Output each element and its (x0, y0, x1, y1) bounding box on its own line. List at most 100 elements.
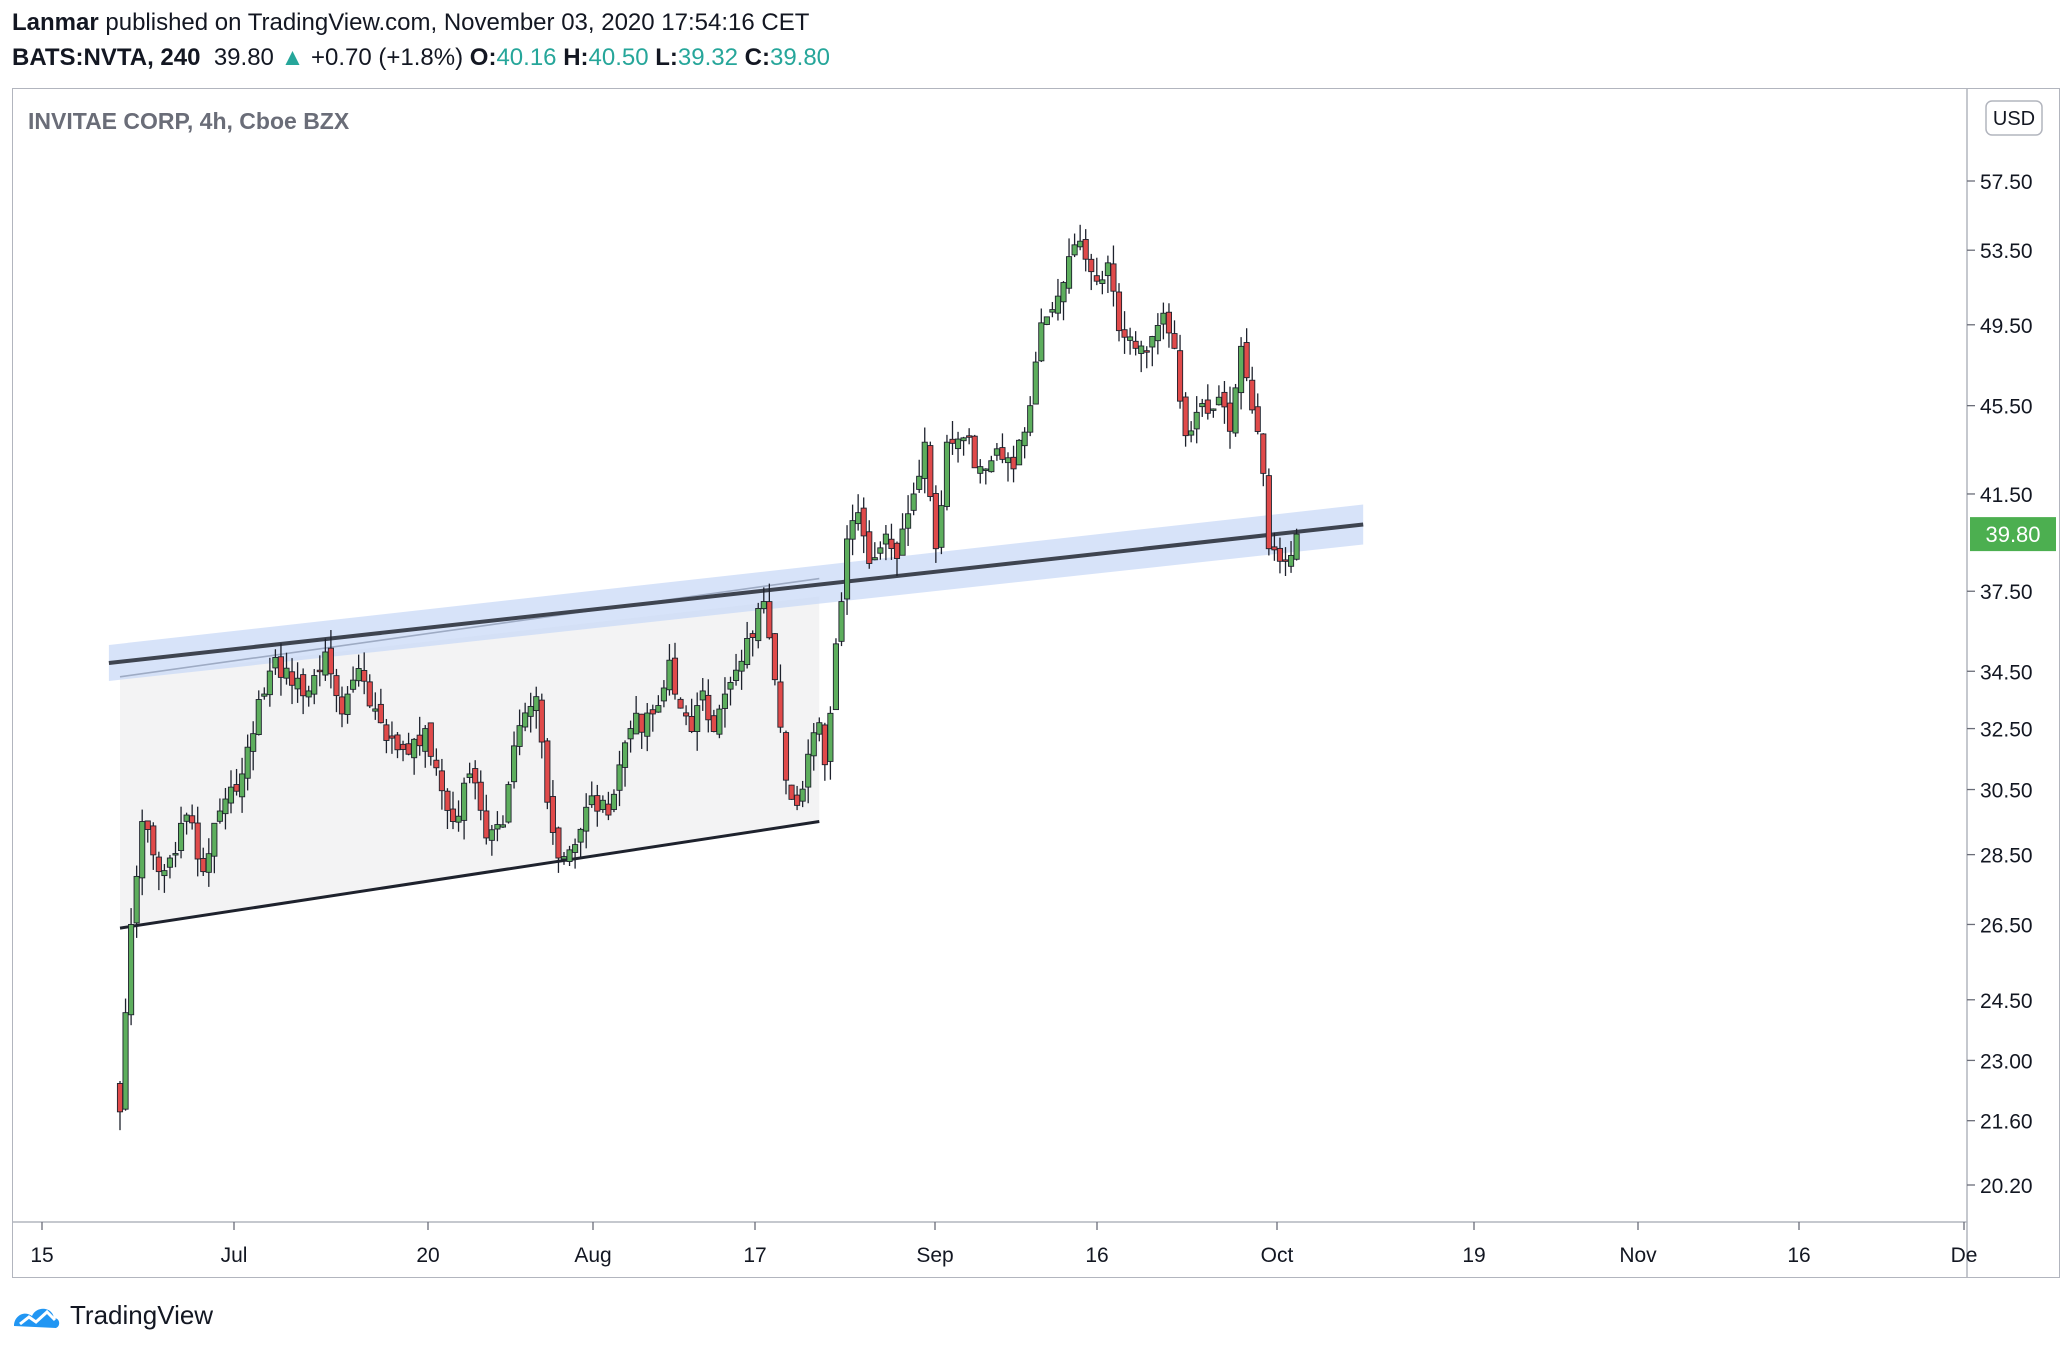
candle-body (855, 512, 862, 525)
candle-body (583, 806, 590, 832)
candle-body (266, 670, 273, 696)
chart-title: INVITAE CORP, 4h, Cboe BZX (28, 108, 350, 134)
candle (1226, 386, 1234, 449)
candle-body (361, 670, 368, 682)
candle (483, 794, 490, 845)
candle (977, 459, 984, 484)
candle-body (1032, 361, 1039, 405)
price-tick-label: 41.50 (1980, 484, 2033, 507)
price-tick-label: 45.50 (1980, 396, 2033, 419)
price-tick-label: 57.50 (1980, 171, 2033, 194)
candle (250, 721, 257, 771)
candle-body (122, 1012, 129, 1110)
candle-body (139, 821, 146, 879)
candle (566, 845, 573, 866)
candle (610, 789, 617, 813)
candle-body (511, 745, 518, 783)
price-chart[interactable]: INVITAE CORP, 4h, Cboe BZX 57.50 53.50 49.… (0, 0, 2072, 1300)
candle-body (1110, 263, 1117, 292)
candle-body (633, 712, 640, 735)
candle (427, 722, 434, 766)
candle (805, 739, 812, 804)
candle (1171, 320, 1178, 350)
time-tick-label: 16 (1085, 1244, 1108, 1267)
candle-body (627, 728, 634, 740)
candle (1127, 327, 1134, 355)
candle-body (338, 696, 346, 715)
candle-body (605, 803, 612, 816)
candle-body (893, 542, 901, 559)
time-tick-label: 16 (1787, 1244, 1810, 1267)
candle (744, 621, 751, 669)
candle (855, 494, 862, 531)
candle (1199, 398, 1206, 417)
tradingview-logo[interactable]: TradingView (12, 1300, 213, 1331)
candle-body (1260, 433, 1267, 474)
candle-body (438, 770, 445, 792)
candle-body (1038, 322, 1045, 362)
candle-body (505, 784, 512, 823)
candle (1121, 311, 1128, 354)
candle (216, 798, 223, 824)
candle-body (1232, 387, 1239, 434)
chart-frame[interactable] (12, 88, 2060, 1278)
candle-body (239, 773, 246, 798)
candle (244, 734, 251, 791)
last-price: 39.80 (213, 44, 274, 71)
candle-body (372, 708, 379, 712)
candle-body (400, 743, 407, 750)
candle (1143, 346, 1150, 369)
candle-body (461, 782, 468, 821)
symbol-ohlc-line: BATS:NVTA, 240 39.80 ▲ +0.70 (+1.8%) O:4… (12, 44, 830, 72)
time-tick-label: Jul (221, 1244, 248, 1267)
candle (1188, 421, 1195, 443)
candle (622, 740, 629, 787)
candle-body (905, 513, 912, 529)
candle-body (444, 790, 451, 811)
candle (738, 649, 745, 690)
price-tick-label: 24.50 (1980, 990, 2033, 1013)
candle (161, 864, 168, 893)
candle (1099, 270, 1106, 295)
candle-body (294, 677, 301, 690)
candle (1276, 537, 1283, 574)
candle (655, 695, 662, 713)
candle-body (599, 799, 606, 810)
candle (827, 706, 834, 780)
candle-body (827, 712, 834, 762)
price-tick-label: 26.50 (1980, 914, 2033, 937)
candle (999, 433, 1006, 464)
candle-body (1065, 256, 1073, 289)
candle (1215, 385, 1222, 406)
candle (721, 677, 728, 728)
candle-body (594, 795, 601, 812)
candle-body (161, 870, 168, 877)
candle (1060, 281, 1067, 321)
time-axis[interactable]: 15 Jul 20 Aug 17 Sep 16 Oct 19 Nov 16 De (12, 1221, 1977, 1267)
candle (394, 732, 401, 759)
high-label: H: (563, 44, 589, 71)
candle-body (1149, 336, 1156, 348)
candle-body (788, 784, 795, 800)
candle (949, 421, 956, 455)
candle-body (988, 460, 995, 473)
candle (1265, 468, 1272, 556)
low-value: 39.32 (677, 44, 738, 71)
price-axis[interactable]: 57.50 53.50 49.50 45.50 41.50 37.50 34.50 32.50… (1966, 88, 2033, 1278)
candle (122, 998, 129, 1111)
candle (222, 787, 229, 830)
candle (549, 780, 556, 845)
candle (1093, 257, 1100, 286)
candle-body (716, 708, 723, 735)
candle-body (1226, 402, 1234, 432)
candle-body (1016, 439, 1023, 466)
candle-body (1215, 396, 1222, 406)
candle (311, 669, 318, 705)
candle-body (1287, 554, 1295, 567)
author-name[interactable]: Lanmar (12, 9, 99, 36)
candle-body (966, 435, 973, 438)
candle-body (433, 759, 440, 769)
currency-badge[interactable]: USD (1985, 100, 2043, 136)
candle (1293, 528, 1300, 561)
candle (1004, 452, 1012, 482)
